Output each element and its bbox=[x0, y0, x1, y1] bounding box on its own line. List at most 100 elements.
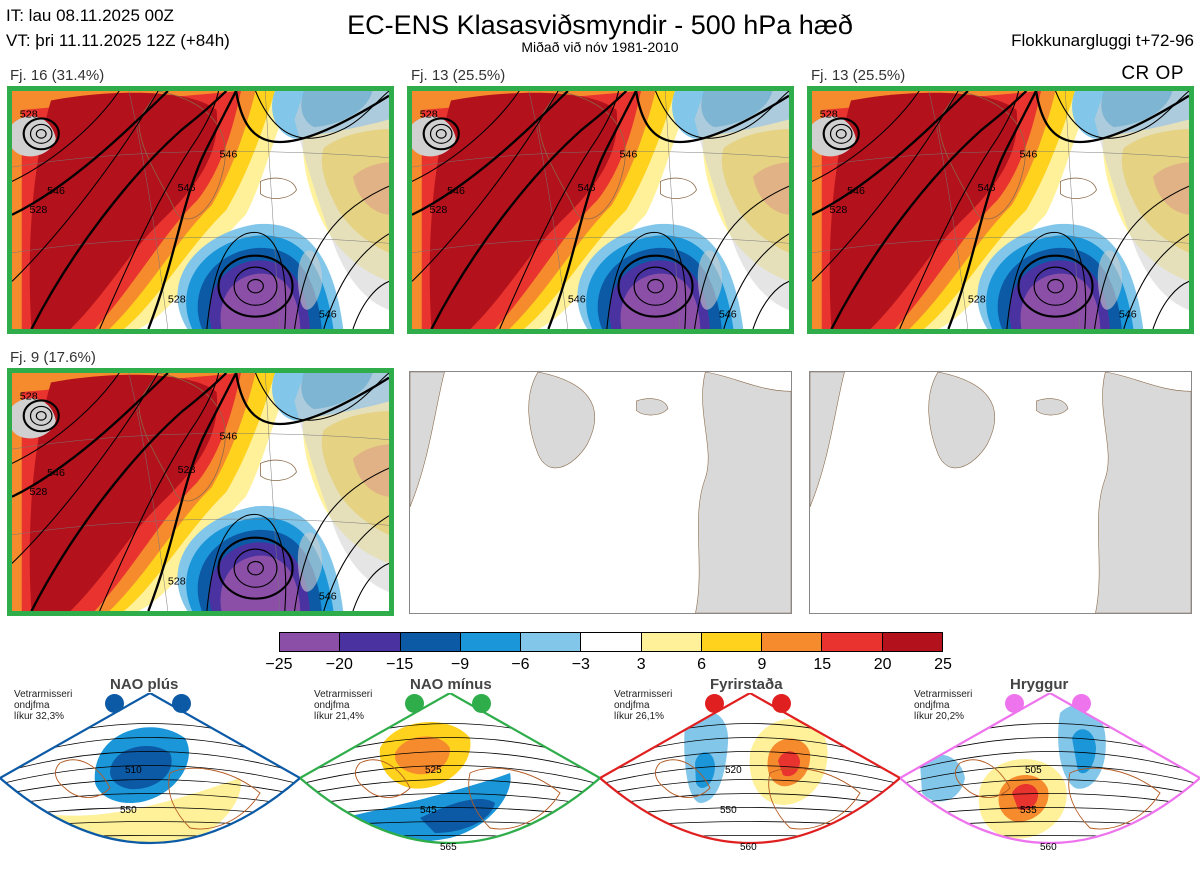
contour-label: 546 bbox=[1019, 149, 1037, 161]
contour-label: 528 bbox=[30, 486, 48, 498]
land-iceland-outline bbox=[260, 460, 296, 480]
regime-map-content bbox=[300, 722, 600, 842]
cluster-map-4[interactable]: 528 546 528 528 546 528 546 bbox=[7, 368, 394, 616]
contour-label: 528 bbox=[168, 575, 186, 587]
colorbar-segment bbox=[883, 633, 942, 651]
contour-label: 528 bbox=[20, 391, 38, 403]
cluster-map-2[interactable]: 528 546 528 546 546 546 546 bbox=[407, 86, 794, 334]
regime-contour-label: 525 bbox=[425, 765, 442, 776]
colorbar-tick-label: 25 bbox=[934, 656, 952, 674]
colorbar-segment bbox=[461, 633, 521, 651]
colorbar-tick-label: −6 bbox=[511, 656, 529, 674]
colorbar-segment bbox=[702, 633, 762, 651]
colorbar-tick-label: 15 bbox=[813, 656, 831, 674]
empty-map-svg bbox=[810, 372, 1191, 613]
land-europe bbox=[696, 372, 791, 613]
colorbar-tick-label: −20 bbox=[326, 656, 353, 674]
empty-map-5 bbox=[409, 371, 792, 614]
empty-map-6 bbox=[809, 371, 1192, 614]
regime-contour-label: 550 bbox=[120, 805, 137, 816]
contour-label: 528 bbox=[820, 109, 838, 121]
contour-label: 546 bbox=[319, 591, 337, 603]
panel-label-4: Fj. 9 (17.6%) bbox=[10, 349, 96, 366]
contour-label: 546 bbox=[219, 149, 237, 161]
colorbar-segment bbox=[822, 633, 882, 651]
land-iceland-outline bbox=[260, 178, 296, 198]
crop-label: CR OP bbox=[1121, 63, 1184, 85]
contour-label: 546 bbox=[319, 309, 337, 321]
panel-label-2: Fj. 13 (25.5%) bbox=[411, 67, 505, 84]
cluster-map-svg: 528 546 528 546 546 528 546 bbox=[812, 91, 1189, 329]
regime-map: 510 550 bbox=[0, 693, 300, 868]
colorbar-tick-label: 6 bbox=[697, 656, 706, 674]
contour-label: 546 bbox=[1119, 309, 1137, 321]
contour-label: 528 bbox=[830, 204, 848, 216]
regime-map: 525545565 bbox=[300, 693, 600, 868]
panel-label-3: Fj. 13 (25.5%) bbox=[811, 67, 905, 84]
land-iceland bbox=[636, 399, 668, 415]
colorbar-segment bbox=[340, 633, 400, 651]
regime-title: Fyrirstaða bbox=[710, 676, 783, 693]
cluster-map-svg: 528546528546546528546 bbox=[12, 91, 389, 329]
colorbar-tick-label: 3 bbox=[637, 656, 646, 674]
regime-map: 520 550 560 bbox=[600, 693, 900, 868]
land-iceland-outline bbox=[660, 178, 696, 198]
classification-window: Flokkunargluggi t+72-96 bbox=[1011, 31, 1194, 51]
regime-map-content bbox=[900, 705, 1200, 857]
contour-label: 546 bbox=[719, 309, 737, 321]
colorbar-tick-label: −25 bbox=[265, 656, 292, 674]
land-canada bbox=[410, 372, 444, 507]
contour-label: 546 bbox=[619, 149, 637, 161]
regime-contour-line bbox=[600, 822, 900, 829]
colorbar-tick-label: −3 bbox=[572, 656, 590, 674]
cluster-map-3[interactable]: 528 546 528 546 546 528 546 bbox=[807, 86, 1194, 334]
contour-label: 546 bbox=[578, 182, 596, 194]
colorbar-segment bbox=[762, 633, 822, 651]
land-iceland-outline bbox=[1060, 178, 1096, 198]
colorbar-segment bbox=[280, 633, 340, 651]
colorbar-segment bbox=[401, 633, 461, 651]
contour-label: 528 bbox=[420, 109, 438, 121]
colorbar-segment bbox=[642, 633, 702, 651]
regime-contour-label: 545 bbox=[420, 805, 437, 816]
contour-label: 546 bbox=[219, 431, 237, 443]
empty-map-svg bbox=[410, 372, 791, 613]
colorbar-segment bbox=[521, 633, 581, 651]
colorbar-tick-label: −9 bbox=[451, 656, 469, 674]
regime-contour-line bbox=[600, 836, 900, 840]
regime-map-content bbox=[600, 711, 900, 839]
land-canada bbox=[810, 372, 844, 507]
regime-title: NAO plús bbox=[110, 676, 178, 693]
colorbar-segment bbox=[581, 633, 641, 651]
regime-contour-line bbox=[900, 836, 1200, 840]
regime-map: 505 535 560 bbox=[900, 693, 1200, 868]
land-iceland bbox=[1036, 399, 1068, 415]
cluster-map-1[interactable]: 528 546 528 546 546 528 546 bbox=[7, 86, 394, 334]
colorbar-tick-label: 9 bbox=[757, 656, 766, 674]
panel-label-1: Fj. 16 (31.4%) bbox=[10, 67, 104, 84]
colorbar bbox=[279, 632, 943, 652]
contour-label: 528 bbox=[968, 293, 986, 305]
contour-label: 528 bbox=[178, 464, 196, 476]
contour-label: 546 bbox=[568, 293, 586, 305]
regime-title: Hryggur bbox=[1010, 676, 1068, 693]
regime-contour-label: 535 bbox=[1020, 805, 1037, 816]
land-europe bbox=[1096, 372, 1191, 613]
contour-label: 546 bbox=[847, 185, 865, 197]
regime-contour-label: 550 bbox=[720, 805, 737, 816]
contour-label: 546 bbox=[978, 182, 996, 194]
regime-contour-label: 505 bbox=[1025, 765, 1042, 776]
regime-contour-label: 560 bbox=[740, 842, 757, 853]
contour-label: 528 bbox=[30, 204, 48, 216]
regime-contour-label: 510 bbox=[125, 765, 142, 776]
regime-contour-line bbox=[600, 780, 900, 796]
colorbar-tick-label: 20 bbox=[874, 656, 892, 674]
cluster-map-svg: 528546528528546528546 bbox=[12, 373, 389, 611]
regime-title: NAO mínus bbox=[410, 676, 492, 693]
land-greenland bbox=[929, 372, 995, 468]
cluster-map-svg: 528 546 528 546 546 546 546 bbox=[412, 91, 789, 329]
contour-label: 528 bbox=[168, 293, 186, 305]
colorbar-tick-label: −15 bbox=[386, 656, 413, 674]
contour-label: 546 bbox=[447, 185, 465, 197]
regime-contour-label: 520 bbox=[725, 765, 742, 776]
